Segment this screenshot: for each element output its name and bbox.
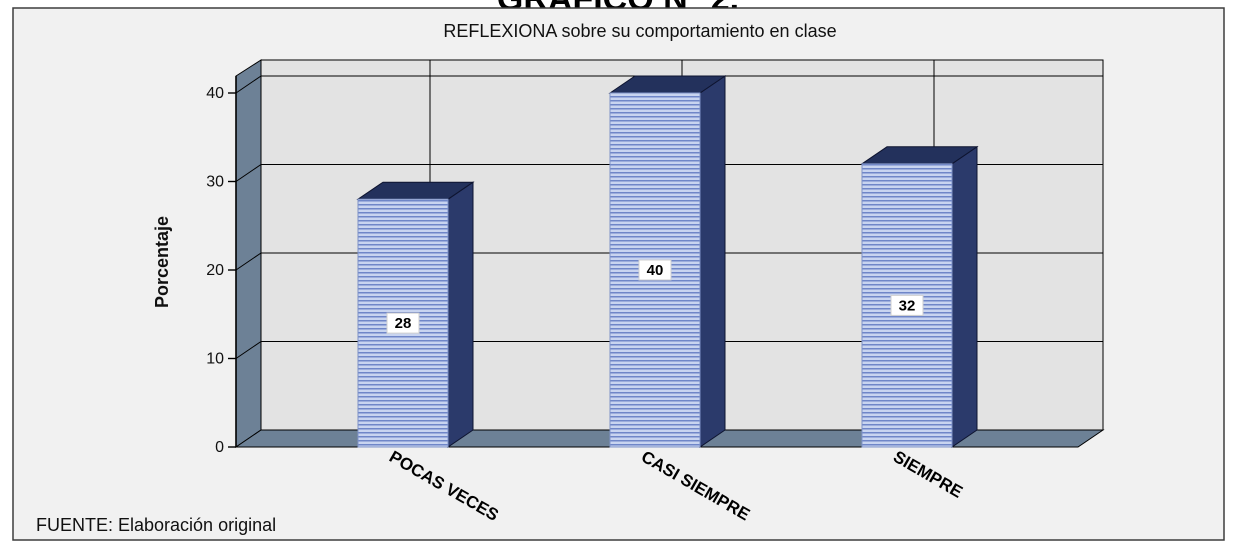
data-label-1: 28 [395, 315, 412, 332]
data-label-3: 32 [899, 297, 916, 314]
wall-grid-line [235, 252, 262, 271]
chart-title: REFLEXIONA sobre su comportamiento en cl… [443, 21, 836, 41]
y-tick-label: 40 [206, 85, 224, 102]
data-label-box-2 [638, 259, 672, 281]
data-label-2: 40 [647, 262, 664, 279]
bar-side-3 [951, 145, 978, 448]
y-tick-label: 30 [206, 174, 224, 191]
wall-grid-line [235, 164, 262, 182]
y-axis-label: Porcentaje [152, 216, 172, 308]
left-wall [235, 59, 262, 448]
source-note: FUENTE: Elaboración original [36, 515, 276, 535]
y-tick-label: 10 [206, 351, 224, 368]
y-tick-label: 20 [206, 262, 224, 279]
data-label-box-3 [890, 294, 924, 316]
data-label-box-1 [386, 312, 420, 334]
bar-side-2 [699, 75, 726, 448]
axis-ticks-and-labels: 0 10 20 30 40 [206, 85, 236, 456]
wall-grid-line [235, 75, 262, 94]
wall-grid-line [235, 341, 262, 359]
y-tick-label: 0 [215, 439, 224, 456]
bar-side-1 [447, 181, 474, 448]
